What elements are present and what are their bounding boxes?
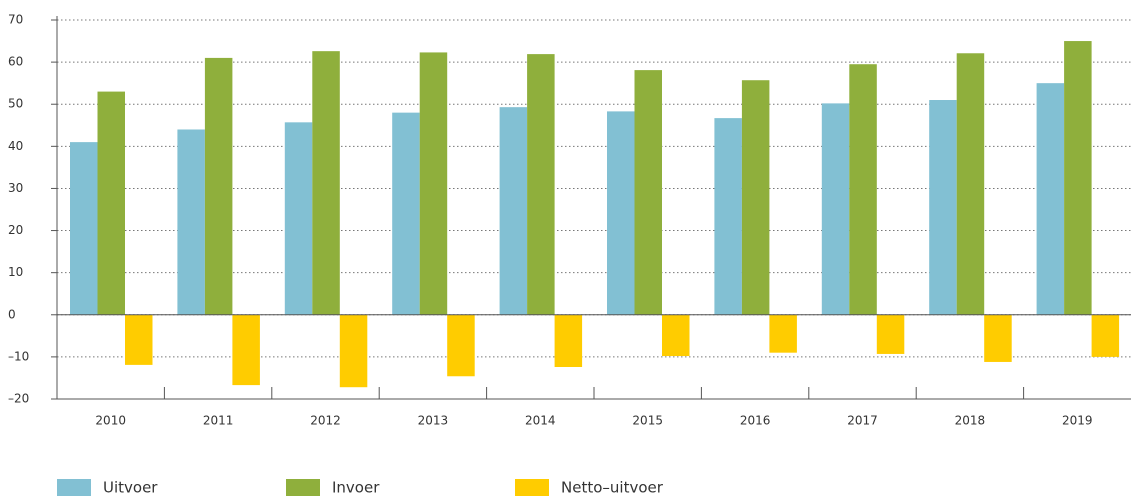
bar (339, 314, 368, 388)
x-tick-label: 2017 (847, 414, 878, 428)
bar (232, 314, 260, 386)
bar (984, 314, 1012, 362)
bar (70, 142, 98, 315)
bar (499, 107, 528, 315)
y-tick-label: 0 (8, 307, 16, 321)
bar (419, 52, 448, 315)
bar (741, 80, 770, 315)
x-tick-label: 2011 (203, 414, 234, 428)
bar (876, 314, 905, 354)
bar (177, 129, 205, 315)
bar (125, 314, 153, 365)
y-tick-label: 40 (8, 139, 23, 153)
bar (284, 122, 313, 315)
bar (312, 51, 340, 315)
legend-label: Uitvoer (103, 479, 158, 497)
bar (1036, 83, 1065, 315)
bar (956, 53, 985, 315)
bar (204, 57, 233, 315)
x-tick-label: 2013 (418, 414, 449, 428)
x-tick-label: 2010 (95, 414, 126, 428)
bar (849, 64, 877, 315)
bar (447, 314, 475, 377)
bar (97, 91, 125, 315)
bar (1091, 314, 1120, 357)
legend-label: Netto–uitvoer (561, 479, 664, 497)
legend-label: Invoer (332, 479, 380, 497)
bar (392, 112, 420, 315)
x-tick-label: 2012 (310, 414, 341, 428)
bar (634, 70, 662, 315)
y-tick-label: 60 (8, 55, 23, 69)
bar (821, 103, 850, 315)
bar (527, 54, 555, 315)
legend-swatch (286, 479, 320, 496)
y-tick-label: 50 (8, 97, 23, 111)
y-tick-label: 20 (8, 223, 23, 237)
bar (714, 118, 742, 315)
x-tick-label: 2016 (740, 414, 771, 428)
x-tick-label: 2019 (1062, 414, 1093, 428)
bar (769, 314, 797, 353)
bar (554, 314, 583, 367)
bar (1064, 41, 1092, 315)
y-tick-label: –20 (8, 392, 29, 406)
x-tick-label: 2015 (632, 414, 663, 428)
bar (929, 100, 957, 315)
y-tick-label: 10 (8, 265, 23, 279)
x-tick-label: 2014 (525, 414, 556, 428)
bar (662, 314, 690, 357)
legend-swatch (515, 479, 549, 496)
y-tick-label: 70 (8, 13, 23, 27)
bar (607, 111, 635, 315)
y-tick-label: 30 (8, 181, 23, 195)
legend-swatch (57, 479, 91, 496)
x-tick-label: 2018 (955, 414, 986, 428)
y-tick-label: –10 (8, 349, 29, 363)
